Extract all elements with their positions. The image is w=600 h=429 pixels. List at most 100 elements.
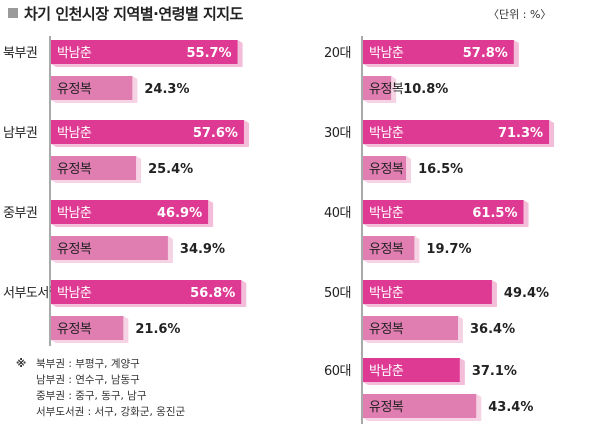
data-label: 24.3% (144, 82, 189, 97)
bar-side (167, 236, 173, 263)
bar (363, 236, 415, 260)
bar-side (136, 156, 142, 183)
bar-side (237, 40, 243, 67)
series-label: 박남춘 (57, 126, 92, 141)
bar-shadow (363, 418, 482, 421)
data-label: 61.5% (472, 206, 517, 221)
series-label: 유정복 (57, 322, 92, 337)
bar (51, 200, 209, 224)
bar-shadow (363, 382, 465, 385)
bar-side (549, 120, 555, 147)
bar-shadow (51, 224, 214, 227)
bar (51, 76, 133, 100)
bar (363, 394, 477, 418)
series-label: 박남춘 (369, 126, 404, 141)
bar-shadow (51, 304, 247, 307)
chart-title: 차기 인천시장 지역별·연령별 지지도 (8, 3, 243, 24)
bar-side (391, 76, 397, 103)
category-label: 남부권 (3, 126, 37, 141)
series-label: 박남춘 (57, 206, 92, 221)
note-row: ※ 북부권 : 부평구, 계양구 (16, 356, 185, 372)
data-label: 16.5% (418, 162, 463, 177)
category-label: 60대 (324, 364, 351, 379)
note-text: 서부도서권 : 서구, 강화군, 옹진군 (36, 406, 186, 418)
series-label: 유정복 (369, 242, 404, 257)
data-label: 55.7% (186, 46, 231, 61)
bar-side (458, 316, 464, 343)
series-label: 박남춘 (57, 46, 92, 61)
data-label: 21.6% (135, 322, 180, 337)
data-label: 43.4% (488, 400, 533, 415)
bar (51, 156, 137, 180)
series-label: 박남춘 (369, 286, 404, 301)
data-label: 10.8% (403, 82, 448, 97)
category-label: 50대 (324, 286, 351, 301)
data-label: 19.7% (426, 242, 471, 257)
series-label: 유정복 (369, 162, 404, 177)
bar-shadow (363, 144, 555, 147)
note-row: 서부도서권 : 서구, 강화군, 옹진군 (16, 404, 185, 420)
unit-label: 〈단위 : %〉 (488, 8, 552, 21)
series-label: 박남춘 (369, 46, 404, 61)
category-label: 40대 (324, 206, 351, 221)
series-label: 유정복 (57, 242, 92, 257)
note-text: 남부권 : 연수구, 남동구 (36, 374, 140, 386)
bar (363, 156, 407, 180)
bar-side (491, 280, 497, 307)
bar (363, 358, 460, 382)
bar-side (406, 156, 412, 183)
series-label: 유정복 (369, 82, 404, 97)
bar-side (459, 358, 465, 385)
category-label: 서부도서권 (3, 286, 60, 301)
bar-side (476, 394, 482, 421)
chart-title-text: 차기 인천시장 지역별·연령별 지지도 (24, 5, 243, 23)
bar-side (523, 200, 529, 227)
bar (51, 236, 168, 260)
data-label: 25.4% (148, 162, 193, 177)
category-label: 북부권 (3, 46, 37, 61)
data-label: 57.6% (193, 126, 238, 141)
bar-shadow (51, 260, 173, 263)
series-label: 박남춘 (57, 286, 92, 301)
data-label: 46.9% (157, 206, 202, 221)
bar-shadow (363, 180, 412, 183)
bar (363, 280, 492, 304)
note-text: 북부권 : 부평구, 계양구 (36, 358, 140, 370)
bar (363, 120, 550, 144)
bar (51, 40, 238, 64)
bar (363, 76, 392, 100)
bar-shadow (363, 100, 397, 103)
series-label: 유정복 (57, 162, 92, 177)
bar-shadow (363, 260, 420, 263)
data-label: 36.4% (470, 322, 515, 337)
bar-shadow (363, 304, 497, 307)
data-label: 71.3% (498, 126, 543, 141)
note-row: 중부권 : 중구, 동구, 남구 (16, 388, 185, 404)
bar (363, 316, 459, 340)
bar-side (513, 40, 519, 67)
category-label: 20대 (324, 46, 351, 61)
bar-side (132, 76, 138, 103)
bar-shadow (51, 64, 243, 67)
bar-side (243, 120, 249, 147)
note-text: 중부권 : 중구, 동구, 남구 (36, 390, 147, 402)
bar-shadow (51, 144, 249, 147)
category-label: 30대 (324, 126, 351, 141)
bar-side (241, 280, 247, 307)
bar-side (414, 236, 420, 263)
note-mark: ※ (16, 358, 27, 370)
bar (363, 40, 514, 64)
bar (363, 200, 524, 224)
series-label: 박남춘 (369, 206, 404, 221)
bar-shadow (363, 64, 519, 67)
data-label: 57.8% (463, 46, 508, 61)
bar-shadow (363, 340, 464, 343)
bar (51, 316, 124, 340)
bar (51, 120, 244, 144)
title-square-icon (8, 8, 18, 18)
series-label: 유정복 (57, 82, 92, 97)
bar (51, 280, 242, 304)
data-label: 34.9% (180, 242, 225, 257)
data-label: 49.4% (504, 286, 549, 301)
